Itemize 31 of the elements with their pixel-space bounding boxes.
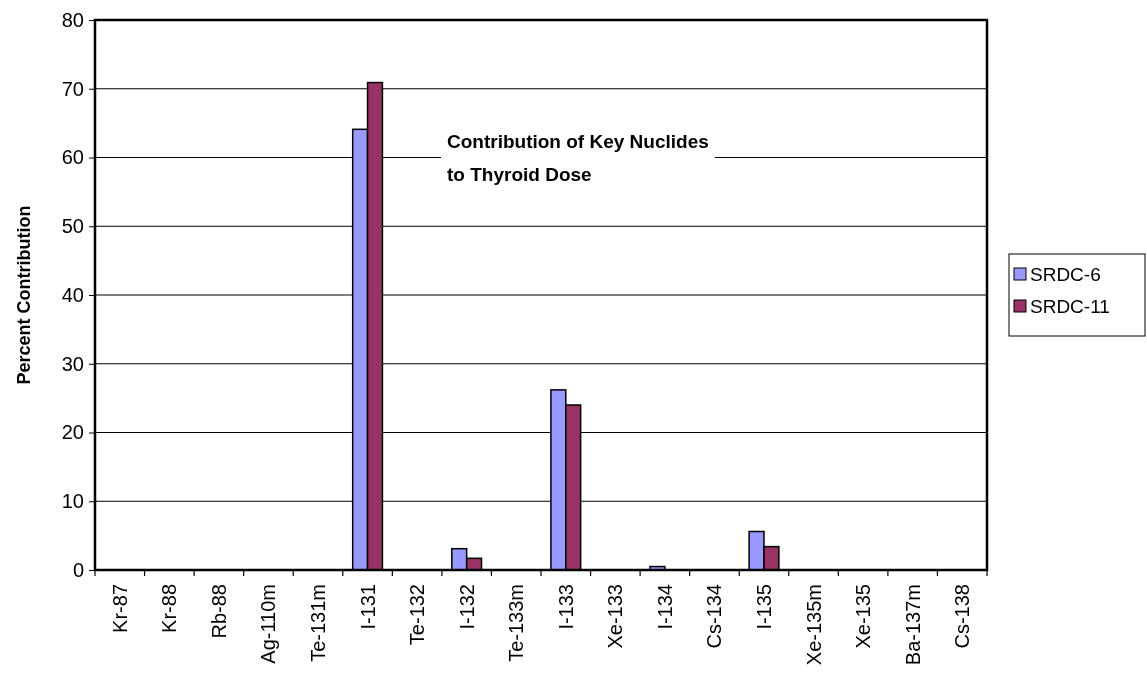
y-tick-label: 30: [61, 352, 84, 375]
x-tick-label: Xe-133: [604, 584, 627, 649]
x-tick-label: I-131: [356, 584, 379, 630]
x-tick-label: Xe-135: [852, 584, 875, 649]
y-tick-label: 70: [61, 77, 84, 100]
x-tick-label: Xe-135m: [802, 584, 825, 666]
y-axis-title: Percent Contribution: [14, 205, 34, 385]
x-tick-label: Cs-138: [951, 584, 974, 649]
x-tick-label: I-135: [753, 584, 775, 630]
x-tick-label: Ba-137m: [901, 584, 924, 666]
y-tick-label: 0: [72, 558, 84, 581]
x-tick-label: I-132: [455, 584, 478, 630]
x-tick-label: I-134: [653, 584, 676, 630]
text: Contribution of Key Nuclides to Thyroid Dose: [447, 131, 709, 185]
y-tick-label: 60: [61, 146, 84, 169]
x-tick-label: I-133: [554, 584, 577, 630]
x-tick-label: Ag-110m: [257, 584, 280, 664]
x-tick-label: Kr-88: [158, 584, 181, 633]
x-tick-label: Te-132: [406, 584, 429, 646]
y-tick-label: 10: [61, 490, 84, 513]
y-tick-label: 80: [61, 8, 84, 31]
y-tick-label: 20: [61, 421, 84, 444]
x-tick-label: Te-133m: [505, 584, 528, 662]
y-tick-label: 40: [61, 283, 84, 306]
x-tick-label: Cs-134: [703, 584, 726, 649]
x-tick-label: Te-131m: [307, 584, 329, 662]
y-tick-label: 50: [61, 215, 84, 238]
legend-label: SRDC-6: [1030, 263, 1101, 285]
x-tick-label: Rb-88: [207, 584, 230, 639]
x-tick-label: Kr-87: [108, 584, 131, 633]
legend-label: SRDC-11: [1030, 295, 1110, 317]
